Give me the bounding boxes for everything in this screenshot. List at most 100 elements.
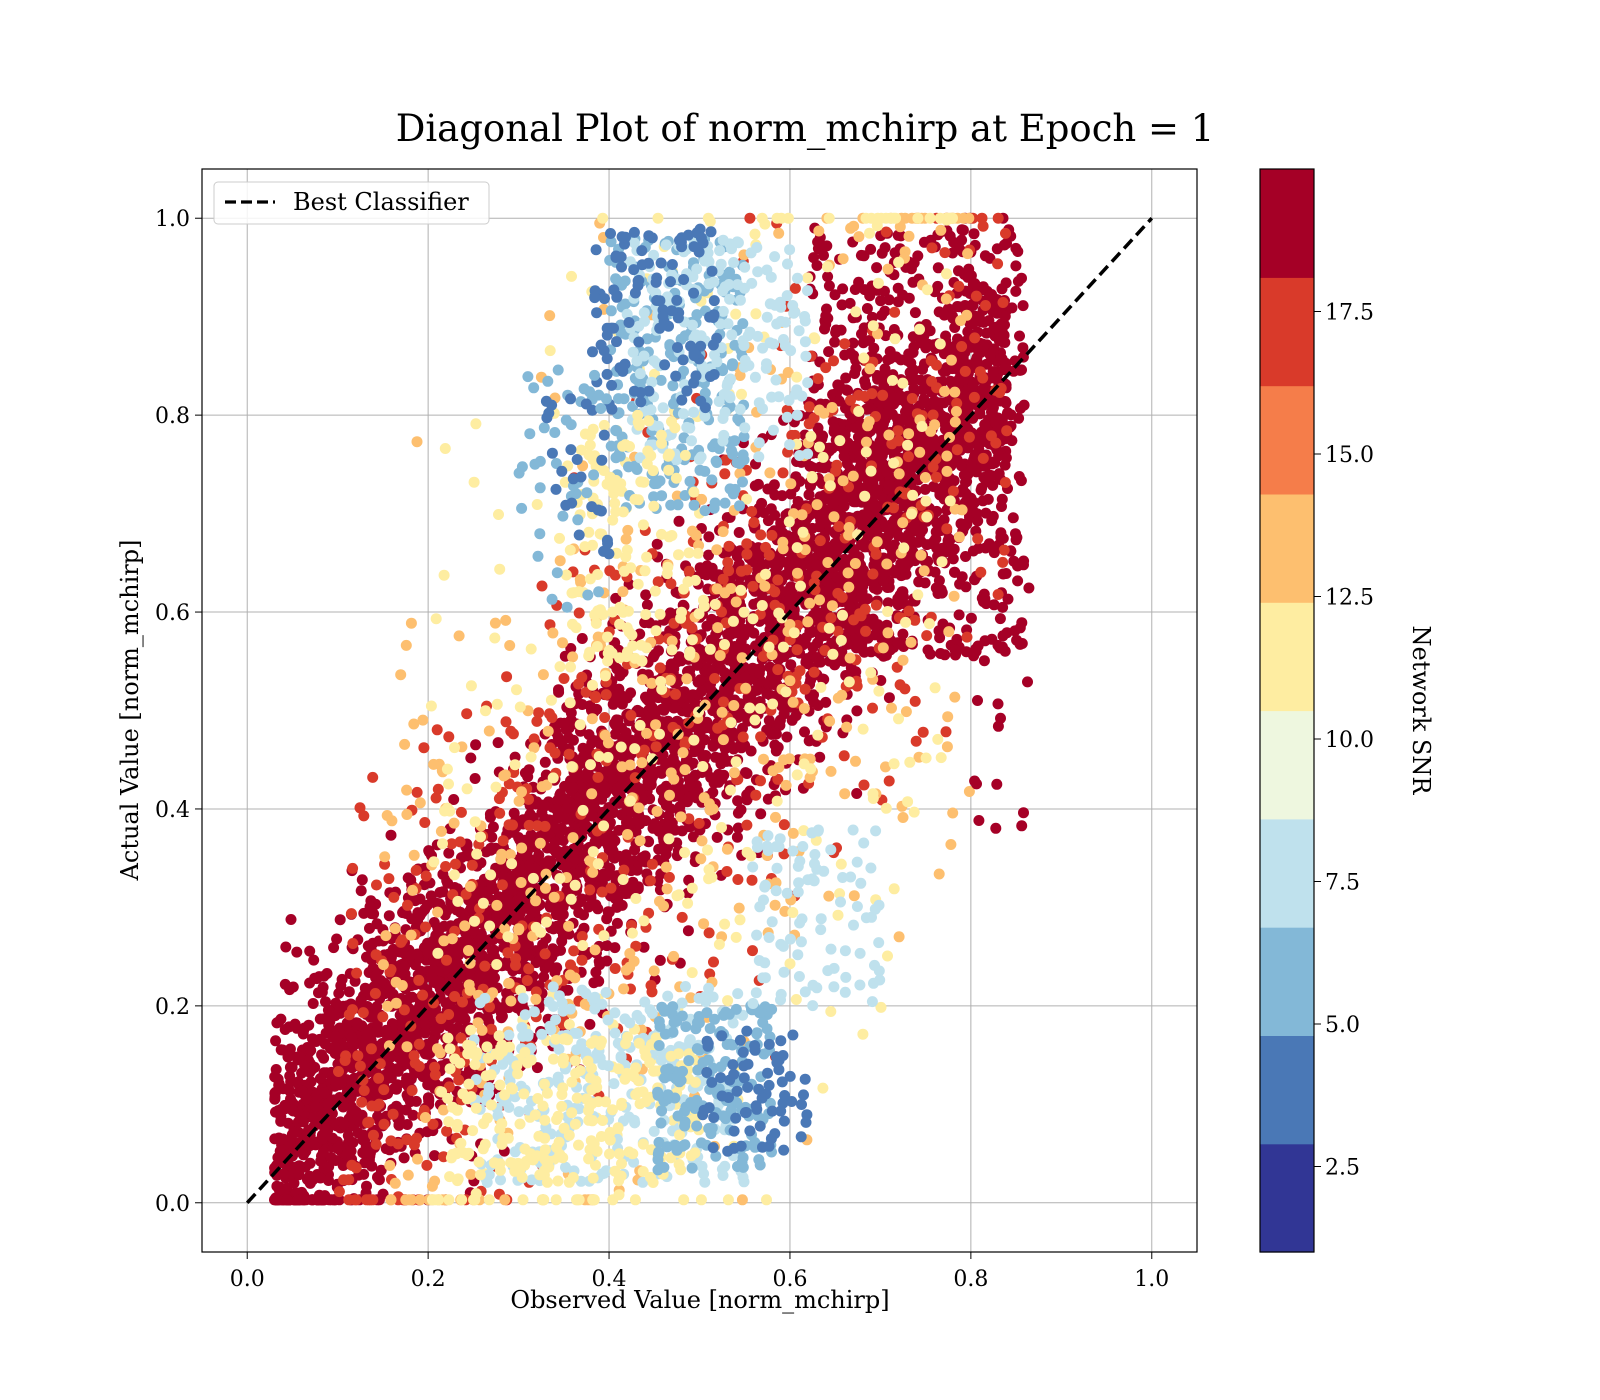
scatter-point xyxy=(319,1190,331,1202)
scatter-point xyxy=(407,1109,419,1121)
scatter-point xyxy=(980,300,991,311)
scatter-point xyxy=(640,589,652,601)
scatter-point xyxy=(294,1194,306,1206)
scatter-point xyxy=(791,644,803,656)
scatter-point xyxy=(270,1035,282,1047)
scatter-point xyxy=(308,954,320,966)
scatter-point xyxy=(755,808,767,820)
scatter-point xyxy=(431,724,443,736)
scatter-point xyxy=(707,740,719,752)
scatter-point xyxy=(1006,435,1018,447)
scatter-point xyxy=(823,346,835,358)
scatter-point xyxy=(770,728,782,740)
scatter-point xyxy=(1017,300,1029,312)
scatter-point xyxy=(889,247,901,259)
scatter-point xyxy=(984,349,996,361)
scatter-point xyxy=(705,634,717,646)
scatter-point xyxy=(883,479,895,491)
scatter-point xyxy=(272,1105,284,1117)
scatter-point xyxy=(287,981,299,993)
scatter-point xyxy=(596,886,608,898)
scatter-point xyxy=(325,1151,337,1163)
scatter-point xyxy=(495,1007,507,1018)
scatter-point xyxy=(674,801,686,813)
scatter-point xyxy=(639,850,651,862)
scatter-point xyxy=(601,870,613,882)
scatter-point xyxy=(953,609,965,621)
scatter-point xyxy=(758,507,770,519)
scatter-point xyxy=(822,312,834,324)
scatter-point xyxy=(799,726,810,738)
scatter-point xyxy=(1001,408,1013,420)
scatter-point xyxy=(715,758,727,770)
scatter-point xyxy=(574,866,586,878)
scatter-point xyxy=(371,1026,382,1038)
scatter-point xyxy=(879,305,891,317)
scatter-point xyxy=(612,783,624,794)
scatter-point xyxy=(997,556,1009,568)
scatter-point xyxy=(422,947,434,959)
scatter-point xyxy=(539,756,551,768)
scatter-point xyxy=(366,908,377,920)
scatter-point xyxy=(638,744,650,756)
scatter-point xyxy=(565,959,576,971)
scatter-point xyxy=(908,257,920,269)
scatter-point xyxy=(592,771,604,783)
scatter-point xyxy=(864,290,876,302)
scatter-point xyxy=(496,879,508,891)
scatter-point xyxy=(985,430,997,442)
scatter-point xyxy=(924,325,936,337)
scatter-point xyxy=(430,897,441,909)
scatter-point xyxy=(836,299,848,311)
scatter-point xyxy=(594,959,606,971)
scatter-point xyxy=(576,633,588,644)
scatter-point xyxy=(739,672,751,684)
scatter-point xyxy=(979,419,991,430)
scatter-point xyxy=(362,940,374,952)
scatter-point xyxy=(356,874,368,886)
scatter-point xyxy=(851,788,863,799)
scatter-point xyxy=(968,228,980,240)
scatter-point xyxy=(935,648,946,659)
scatter-point xyxy=(529,863,541,875)
scatter-point xyxy=(883,692,895,704)
scatter-point xyxy=(443,731,455,743)
scatter-point xyxy=(948,475,960,487)
scatter-point xyxy=(794,558,806,570)
scatter-point xyxy=(818,249,829,261)
scatter-point xyxy=(347,1137,359,1148)
scatter-point xyxy=(440,997,452,1009)
scatter-point xyxy=(441,905,453,917)
scatter-point xyxy=(940,726,952,738)
scatter-point xyxy=(1011,532,1023,543)
scatter-point xyxy=(583,729,595,741)
scatter-point xyxy=(522,771,534,783)
scatter-point xyxy=(778,651,790,663)
scatter-point xyxy=(584,1018,596,1030)
scatter-point xyxy=(451,978,463,990)
scatter-point xyxy=(837,283,849,295)
scatter-point xyxy=(494,807,506,819)
scatter-point xyxy=(293,1169,305,1181)
scatter-point xyxy=(393,1119,405,1131)
scatter-point xyxy=(606,843,618,855)
scatter-point xyxy=(892,296,904,308)
scatter-point xyxy=(719,743,731,755)
scatter-point xyxy=(418,742,430,754)
scatter-point xyxy=(766,529,778,541)
scatter-point xyxy=(915,337,927,349)
scatter-point xyxy=(840,372,852,384)
scatter-point xyxy=(893,530,904,542)
scatter-point xyxy=(783,594,795,606)
scatter-point xyxy=(646,986,658,998)
scatter-point xyxy=(307,998,319,1009)
scatter-point xyxy=(1017,342,1029,354)
scatter-point xyxy=(966,461,978,473)
scatter-point xyxy=(421,1159,433,1171)
scatter-point xyxy=(821,303,832,315)
scatter-point xyxy=(277,1133,289,1145)
scatter-point xyxy=(300,1093,312,1104)
scatter-point xyxy=(992,212,1004,224)
scatter-point xyxy=(362,1117,374,1129)
scatter-point xyxy=(905,357,917,369)
